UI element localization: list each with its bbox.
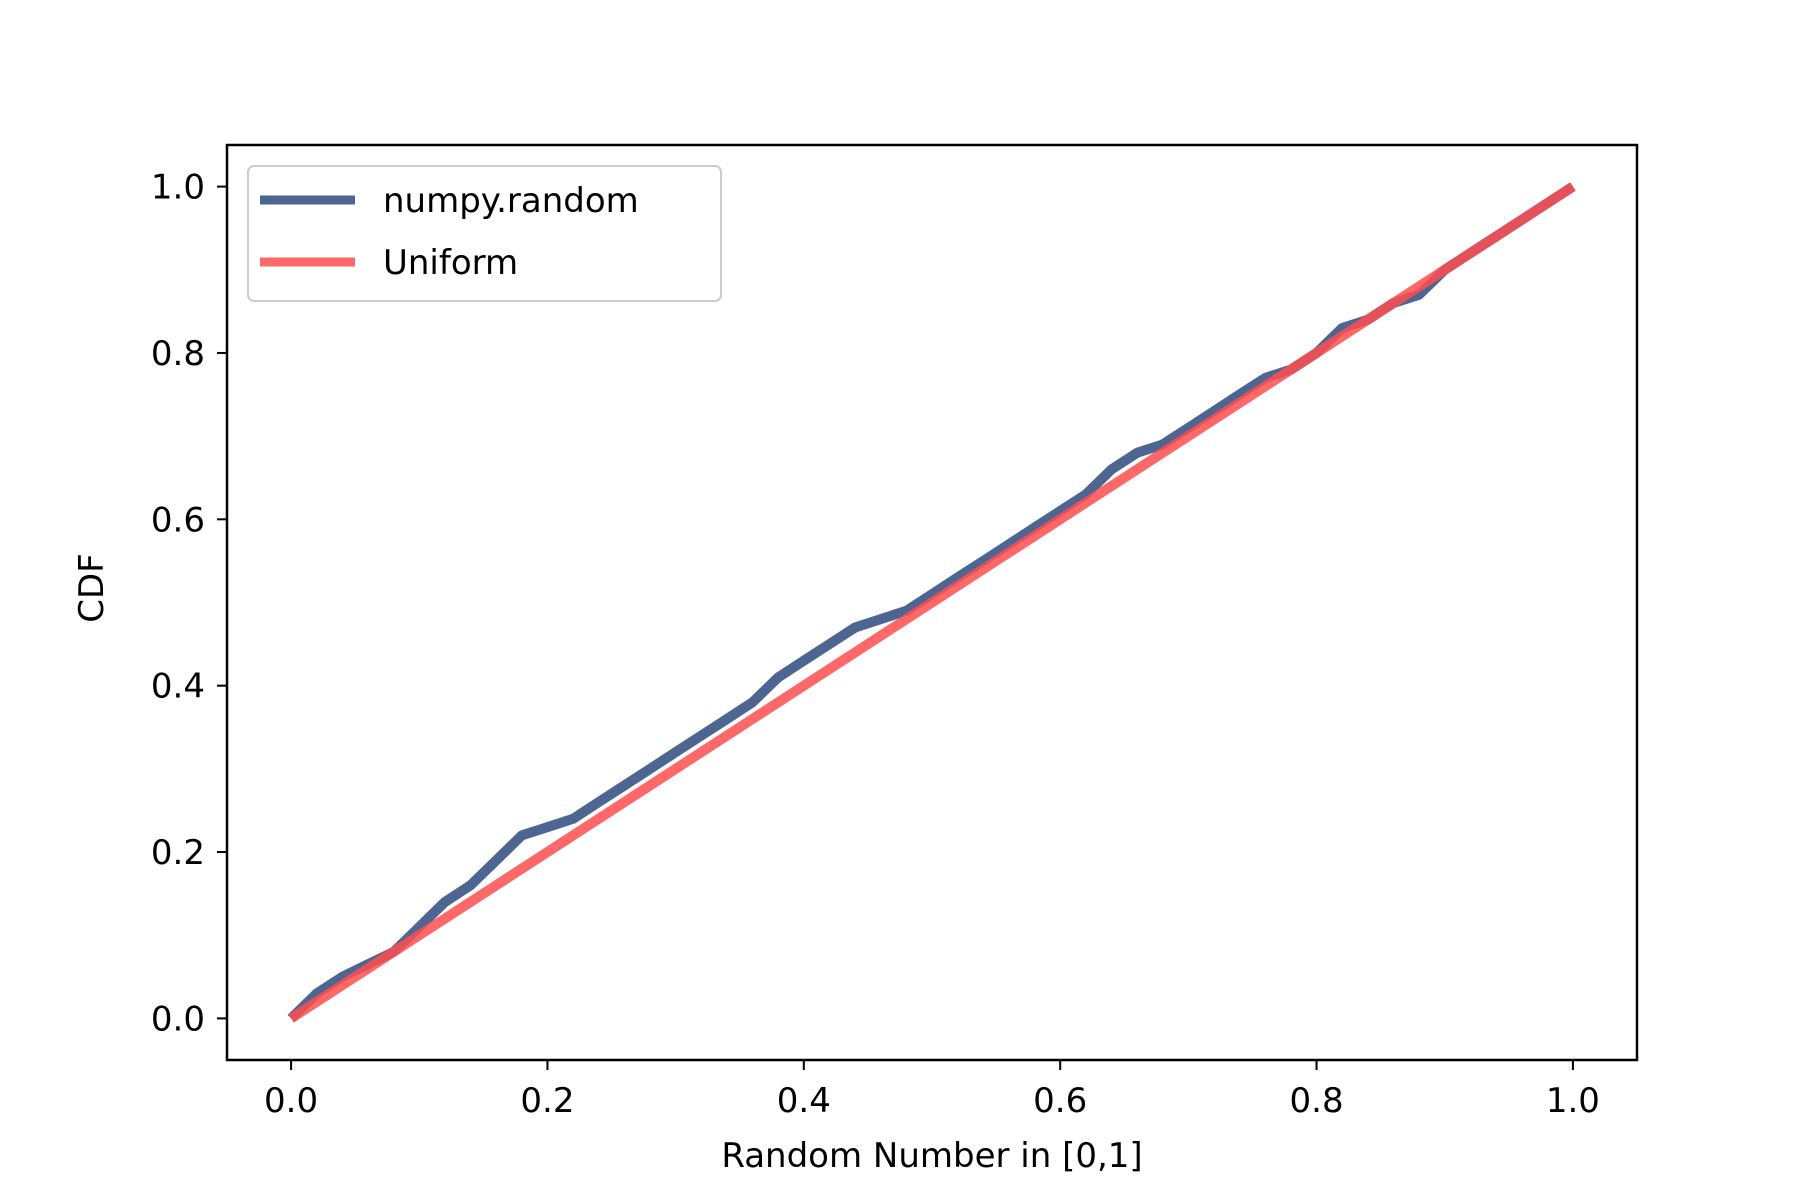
- series-line-uniform: [288, 182, 1576, 1023]
- x-tick-label: 1.0: [1546, 1081, 1600, 1121]
- y-tick-label: 0.8: [151, 334, 205, 374]
- legend-label-uniform: Uniform: [383, 243, 518, 283]
- y-tick-label: 0.4: [151, 667, 205, 707]
- legend: numpy.random Uniform: [247, 165, 722, 302]
- y-tick-label: 1.0: [151, 168, 205, 208]
- y-axis-ticks: 0.0 0.2 0.4 0.6 0.8 1.0: [151, 168, 227, 1039]
- plot-frame: [225, 143, 1639, 1062]
- x-tick-label: 0.0: [264, 1081, 318, 1121]
- y-axis-label: CDF: [72, 553, 112, 622]
- x-tick-label: 0.4: [777, 1081, 831, 1121]
- plot-area: [287, 182, 1576, 1023]
- y-tick-label: 0.6: [151, 500, 205, 540]
- y-tick-label: 0.0: [151, 999, 205, 1039]
- x-tick-label: 0.2: [520, 1081, 574, 1121]
- y-tick-label: 0.2: [151, 833, 205, 873]
- legend-box: [247, 165, 722, 302]
- x-tick-label: 0.6: [1033, 1081, 1087, 1121]
- x-axis-ticks: 0.0 0.2 0.4 0.6 0.8 1.0: [264, 1060, 1600, 1121]
- x-tick-label: 0.8: [1290, 1081, 1344, 1121]
- legend-label-numpy-random: numpy.random: [383, 181, 639, 221]
- x-axis-label: Random Number in [0,1]: [721, 1136, 1142, 1176]
